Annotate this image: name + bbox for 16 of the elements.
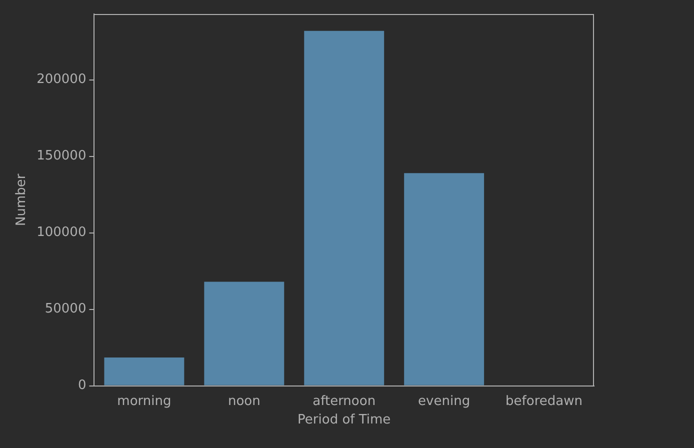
y-tick-label: 0 <box>78 378 86 394</box>
x-tick-label: afternoon <box>312 394 376 409</box>
bar <box>204 282 284 386</box>
x-tick-label: morning <box>117 394 172 409</box>
x-tick-label: noon <box>228 394 260 409</box>
y-axis-title: Number <box>14 173 30 226</box>
bar <box>404 173 484 386</box>
y-tick-label: 100000 <box>36 225 86 240</box>
y-tick-label: 50000 <box>44 302 86 317</box>
y-tick-label: 200000 <box>36 72 86 88</box>
x-tick-label: evening <box>418 394 470 409</box>
bar <box>104 357 184 386</box>
y-tick-label: 150000 <box>36 148 86 164</box>
bar <box>304 30 384 386</box>
x-axis-title: Period of Time <box>298 412 391 428</box>
x-tick-label: beforedawn <box>506 394 582 409</box>
